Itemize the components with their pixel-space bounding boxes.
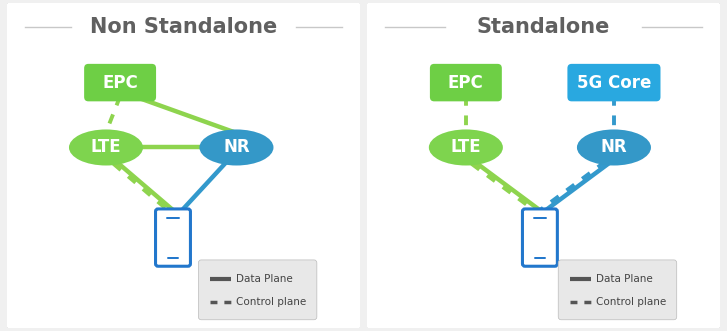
FancyBboxPatch shape [523, 209, 558, 266]
FancyBboxPatch shape [366, 2, 721, 329]
Ellipse shape [429, 129, 503, 166]
Text: Control plane: Control plane [596, 297, 667, 307]
FancyBboxPatch shape [430, 64, 502, 101]
FancyBboxPatch shape [558, 260, 677, 320]
Text: 5G Core: 5G Core [577, 73, 651, 92]
Text: Standalone: Standalone [477, 17, 610, 37]
FancyBboxPatch shape [6, 2, 361, 329]
Text: Data Plane: Data Plane [596, 274, 653, 284]
Ellipse shape [69, 129, 143, 166]
Text: EPC: EPC [448, 73, 483, 92]
Text: NR: NR [601, 138, 627, 157]
Text: EPC: EPC [103, 73, 138, 92]
FancyBboxPatch shape [198, 260, 317, 320]
Text: Data Plane: Data Plane [236, 274, 293, 284]
Text: LTE: LTE [91, 138, 121, 157]
Text: Control plane: Control plane [236, 297, 307, 307]
FancyBboxPatch shape [84, 64, 156, 101]
Ellipse shape [199, 129, 273, 166]
FancyBboxPatch shape [156, 209, 190, 266]
FancyBboxPatch shape [567, 64, 661, 101]
Text: Non Standalone: Non Standalone [90, 17, 277, 37]
Ellipse shape [577, 129, 651, 166]
Text: LTE: LTE [451, 138, 481, 157]
Text: NR: NR [223, 138, 250, 157]
